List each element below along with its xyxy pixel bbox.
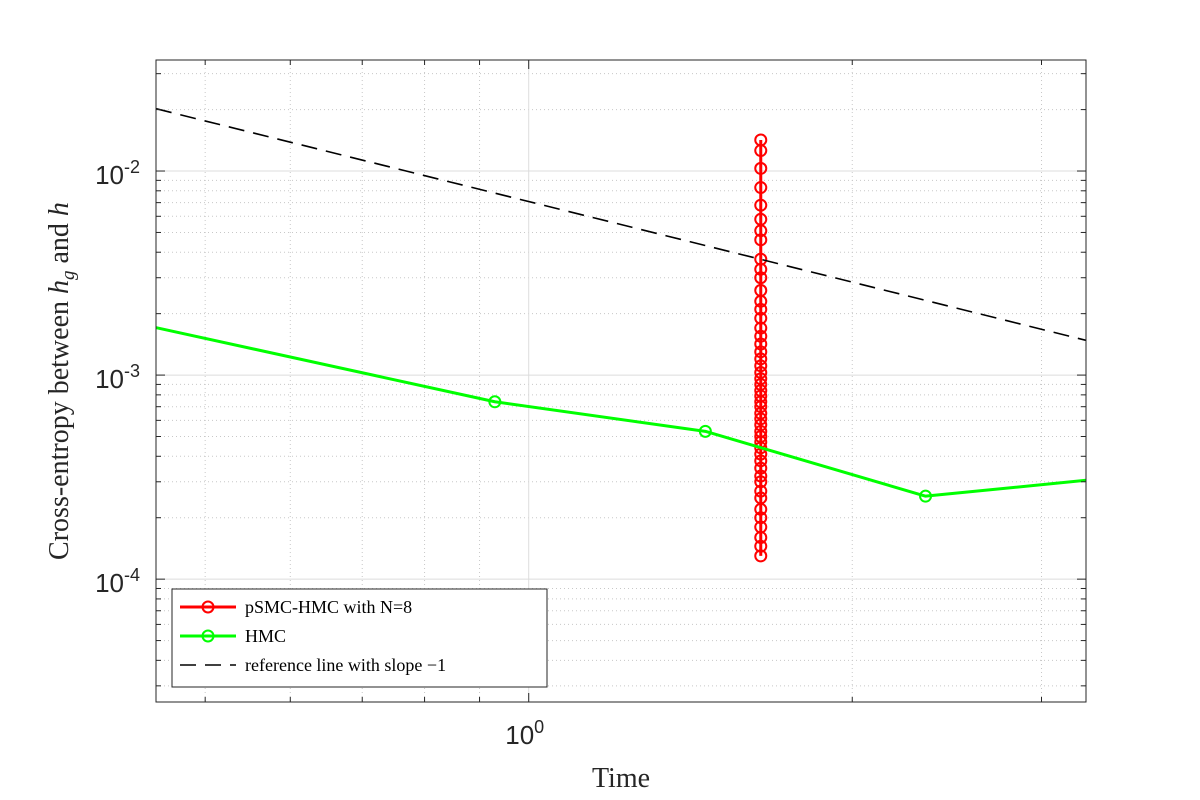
data-point-marker [754, 400, 768, 414]
y-tick-label: 10-4 [95, 565, 140, 598]
y-tick-label-base: 10 [95, 568, 124, 598]
series-1 [156, 326, 1086, 503]
y-tick-label-exponent: -2 [124, 157, 140, 177]
series-layer [156, 107, 1086, 563]
data-point-marker [754, 198, 768, 212]
data-point-marker [754, 262, 768, 276]
y-tick-label: 10-3 [95, 361, 140, 394]
legend-swatch-marker [201, 600, 215, 614]
series-0 [754, 133, 768, 563]
x-axis-title: Time [592, 763, 650, 794]
legend-entries: pSMC-HMC with N=8 HMC reference line with … [180, 597, 446, 675]
data-point-marker [754, 511, 768, 525]
y-axis-title-var2: h [44, 202, 75, 216]
data-point-marker [754, 530, 768, 544]
ticks [156, 60, 1086, 702]
legend-label: reference line with slope −1 [245, 655, 446, 675]
data-point-marker [754, 321, 768, 335]
legend: pSMC-HMC with N=8 HMC reference line with … [171, 588, 548, 688]
y-axis-title-var1: h [44, 280, 75, 294]
series-line [156, 326, 1086, 498]
data-point-marker [754, 161, 768, 175]
x-tick-label-exponent: 0 [534, 717, 544, 737]
data-point-marker [754, 329, 768, 343]
data-point-marker [754, 352, 768, 366]
data-point-marker [754, 475, 768, 489]
data-point-marker [754, 469, 768, 483]
x-tick-label: 100 [505, 717, 544, 750]
data-point-marker [754, 311, 768, 325]
data-point-marker [754, 294, 768, 308]
legend-label: pSMC-HMC with N=8 [245, 597, 412, 617]
data-point-marker [754, 502, 768, 516]
data-point-marker [488, 395, 502, 409]
reference-line [156, 107, 1086, 342]
data-point-marker [754, 181, 768, 195]
data-point-marker [754, 454, 768, 468]
y-tick-label-exponent: -4 [124, 565, 140, 585]
data-point-marker [754, 224, 768, 238]
data-point-marker [754, 337, 768, 351]
y-axis-title-middle: and [44, 216, 75, 270]
y-axis-title-prefix: Cross-entropy between [44, 294, 75, 560]
data-point-marker [754, 461, 768, 475]
legend-entry: reference line with slope −1 [180, 655, 446, 675]
data-point-marker [754, 271, 768, 285]
data-point-marker [754, 359, 768, 373]
data-point-marker [754, 412, 768, 426]
y-tick-label: 10-2 [95, 157, 140, 190]
legend-swatch-marker [201, 629, 215, 643]
data-point-marker [754, 539, 768, 553]
data-point-marker [754, 233, 768, 247]
data-point-marker [754, 484, 768, 498]
y-axis-title-var1-subscript: g [58, 271, 79, 281]
legend-entry: pSMC-HMC with N=8 [180, 597, 412, 617]
legend-box [171, 588, 548, 688]
y-tick-label-base: 10 [95, 364, 124, 394]
x-tick-label-base: 10 [505, 720, 534, 750]
data-point-marker [754, 144, 768, 158]
y-tick-label-base: 10 [95, 160, 124, 190]
legend-entry: HMC [180, 626, 286, 646]
series-2 [156, 107, 1086, 342]
y-axis-title: Cross-entropy between hg and h [44, 202, 79, 560]
data-point-marker [754, 302, 768, 316]
data-point-marker [754, 549, 768, 563]
y-tick-label-exponent: -3 [124, 361, 140, 381]
legend-label: HMC [245, 626, 286, 646]
data-point-marker [754, 345, 768, 359]
data-point-marker [919, 489, 933, 503]
plot-frame [155, 59, 1087, 703]
data-point-marker [698, 424, 712, 438]
